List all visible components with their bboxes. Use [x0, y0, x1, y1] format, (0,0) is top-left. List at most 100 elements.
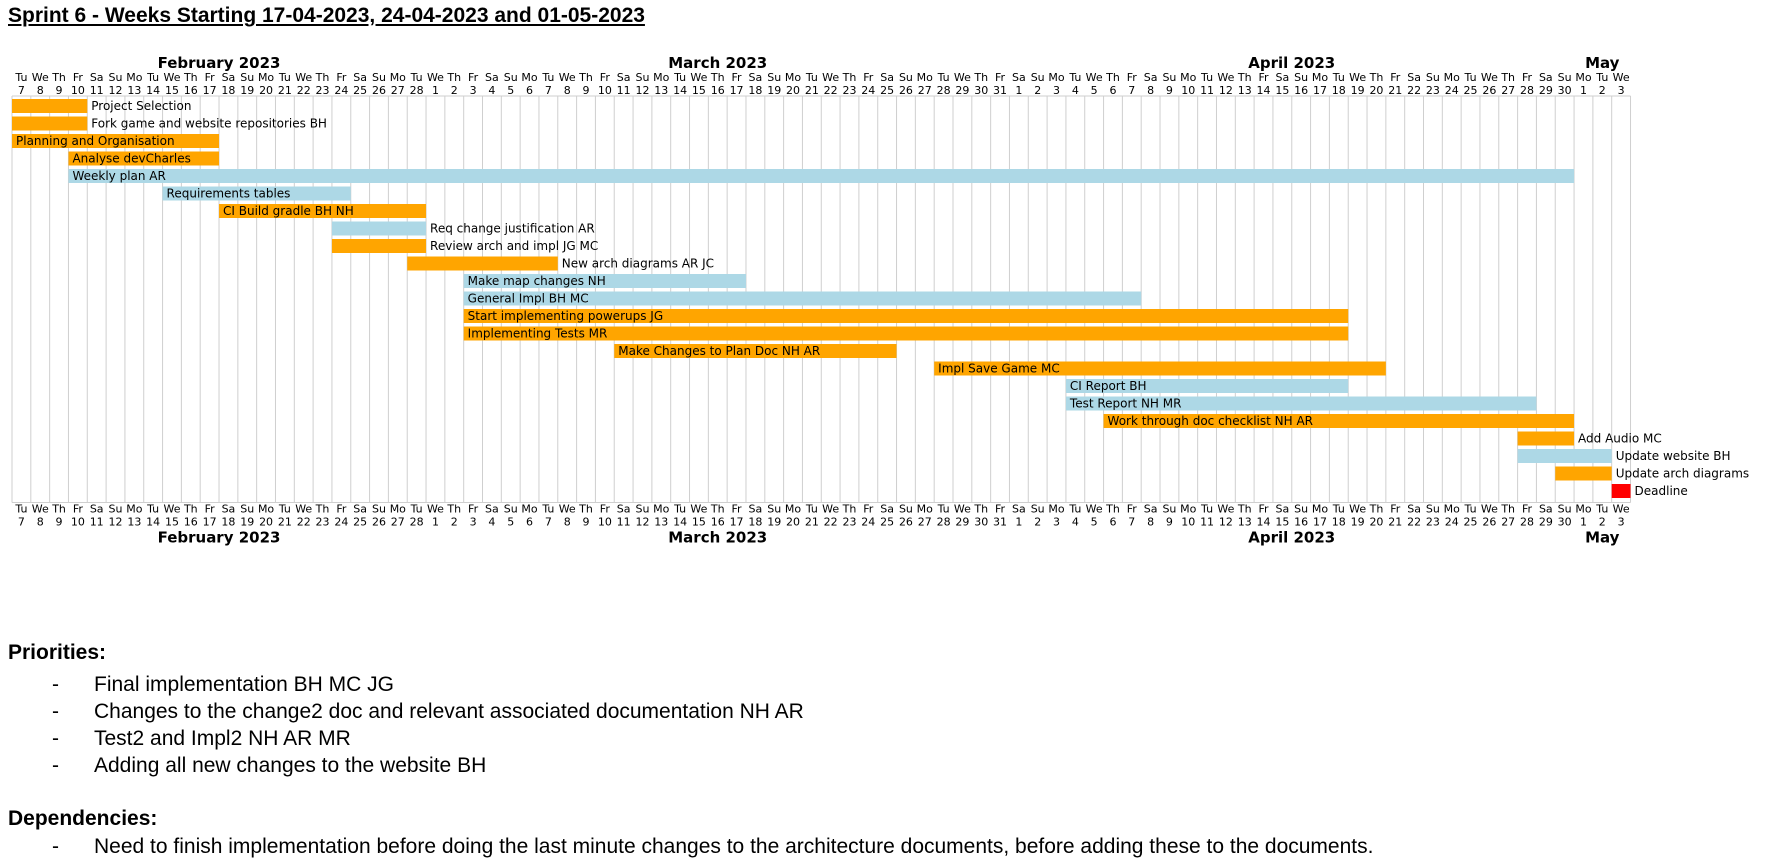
weekday-tick-label: Th — [51, 503, 66, 516]
day-tick-label: 12 — [1219, 84, 1233, 97]
day-tick-label: 12 — [109, 516, 123, 529]
day-tick-label: 23 — [316, 516, 330, 529]
day-tick-label: 16 — [184, 84, 198, 97]
weekday-tick-label: Su — [1031, 71, 1045, 84]
weekday-tick-label: Th — [710, 71, 725, 84]
weekday-tick-label: Fr — [863, 503, 874, 516]
day-tick-label: 20 — [259, 84, 273, 97]
weekday-tick-label: Su — [109, 503, 123, 516]
day-tick-label: 13 — [127, 84, 141, 97]
weekday-tick-label: Tu — [146, 503, 159, 516]
task-label: Fork game and website repositories BH — [91, 117, 327, 131]
weekday-tick-label: Mo — [1312, 71, 1328, 84]
weekday-tick-label: Sa — [1012, 503, 1026, 516]
task-label: CI Build gradle BH NH — [223, 204, 354, 218]
day-tick-label: 14 — [673, 516, 687, 529]
weekday-tick-label: Su — [1031, 503, 1045, 516]
weekday-tick-label: Tu — [1200, 71, 1213, 84]
weekday-tick-label: Th — [183, 503, 198, 516]
task-bar — [1517, 449, 1612, 463]
weekday-tick-label: Sa — [880, 71, 894, 84]
month-label: May — [1585, 55, 1620, 72]
weekday-tick-label: Th — [842, 503, 857, 516]
day-tick-label: 23 — [1426, 84, 1440, 97]
task-bar — [1103, 414, 1575, 428]
day-tick-label: 9 — [56, 516, 63, 529]
weekday-tick-label: Th — [183, 71, 198, 84]
day-tick-label: 18 — [748, 84, 762, 97]
day-tick-label: 16 — [184, 516, 198, 529]
task-label: Req change justification AR — [430, 222, 595, 236]
task-label: Analyse devCharles — [72, 152, 190, 166]
weekday-tick-label: Fr — [1258, 71, 1269, 84]
list-item: - Final implementation BH MC JG — [8, 671, 804, 698]
weekday-tick-label: Th — [710, 503, 725, 516]
weekday-tick-label: Tu — [14, 503, 27, 516]
day-tick-label: 9 — [583, 516, 590, 529]
day-tick-label: 23 — [316, 84, 330, 97]
day-tick-label: 31 — [993, 84, 1007, 97]
day-tick-label: 1 — [1580, 84, 1587, 97]
day-tick-label: 11 — [1200, 84, 1214, 97]
list-item-text: Need to finish implementation before doi… — [94, 835, 1374, 858]
weekday-tick-label: Mo — [1180, 503, 1196, 516]
weekday-tick-label: We — [32, 503, 49, 516]
day-tick-label: 20 — [1369, 84, 1383, 97]
bullet-dash: - — [52, 700, 59, 723]
day-tick-label: 4 — [488, 516, 495, 529]
day-tick-label: 20 — [1369, 516, 1383, 529]
list-item-text: Changes to the change2 doc and relevant … — [94, 700, 804, 723]
month-label: March 2023 — [668, 55, 767, 72]
day-tick-label: 26 — [899, 84, 913, 97]
weekday-tick-label: Fr — [863, 71, 874, 84]
weekday-tick-label: Fr — [468, 503, 479, 516]
day-tick-label: 24 — [861, 84, 875, 97]
day-tick-label: 8 — [1147, 516, 1154, 529]
day-tick-label: 14 — [146, 84, 160, 97]
day-tick-label: 12 — [635, 84, 649, 97]
weekday-tick-label: We — [1217, 71, 1234, 84]
day-tick-label: 17 — [730, 516, 744, 529]
task-label: Impl Save Game MC — [938, 362, 1060, 376]
weekday-tick-label: We — [163, 71, 180, 84]
day-tick-label: 9 — [1166, 84, 1173, 97]
task-bar — [12, 99, 88, 113]
day-tick-label: 10 — [71, 84, 85, 97]
day-tick-label: 19 — [767, 84, 781, 97]
day-tick-label: 1 — [432, 84, 439, 97]
weekday-tick-label: Fr — [205, 503, 216, 516]
weekday-tick-label: Su — [1558, 71, 1572, 84]
weekday-tick-label: Sa — [880, 503, 894, 516]
day-tick-label: 4 — [488, 84, 495, 97]
weekday-tick-label: Mo — [653, 71, 669, 84]
day-tick-label: 6 — [526, 84, 533, 97]
month-label: April 2023 — [1248, 529, 1335, 547]
day-tick-label: 19 — [767, 516, 781, 529]
day-tick-label: 11 — [617, 516, 631, 529]
list-item: - Need to finish implementation before do… — [8, 833, 1373, 860]
day-tick-label: 6 — [1109, 516, 1116, 529]
day-tick-label: 17 — [203, 516, 217, 529]
bullet-dash: - — [52, 835, 59, 858]
day-tick-label: 3 — [1618, 516, 1625, 529]
weekday-tick-label: Fr — [732, 71, 743, 84]
weekday-tick-label: Sa — [617, 71, 631, 84]
weekday-tick-label: Fr — [73, 503, 84, 516]
weekday-tick-label: Mo — [521, 71, 537, 84]
day-tick-label: 21 — [805, 516, 819, 529]
weekday-tick-label: Tu — [1595, 71, 1608, 84]
day-tick-label: 18 — [1332, 84, 1346, 97]
task-bar — [463, 274, 746, 288]
weekday-tick-label: Fr — [995, 503, 1006, 516]
day-tick-label: 13 — [654, 84, 668, 97]
day-tick-label: 24 — [1445, 516, 1459, 529]
task-label: Implementing Tests MR — [468, 327, 608, 341]
day-tick-label: 18 — [221, 516, 235, 529]
weekday-tick-label: We — [295, 71, 312, 84]
day-tick-label: 14 — [146, 516, 160, 529]
weekday-tick-label: Mo — [390, 71, 406, 84]
weekday-tick-label: Fr — [1390, 71, 1401, 84]
weekday-tick-label: We — [1349, 71, 1366, 84]
day-tick-label: 8 — [37, 84, 44, 97]
day-tick-label: 11 — [90, 84, 104, 97]
